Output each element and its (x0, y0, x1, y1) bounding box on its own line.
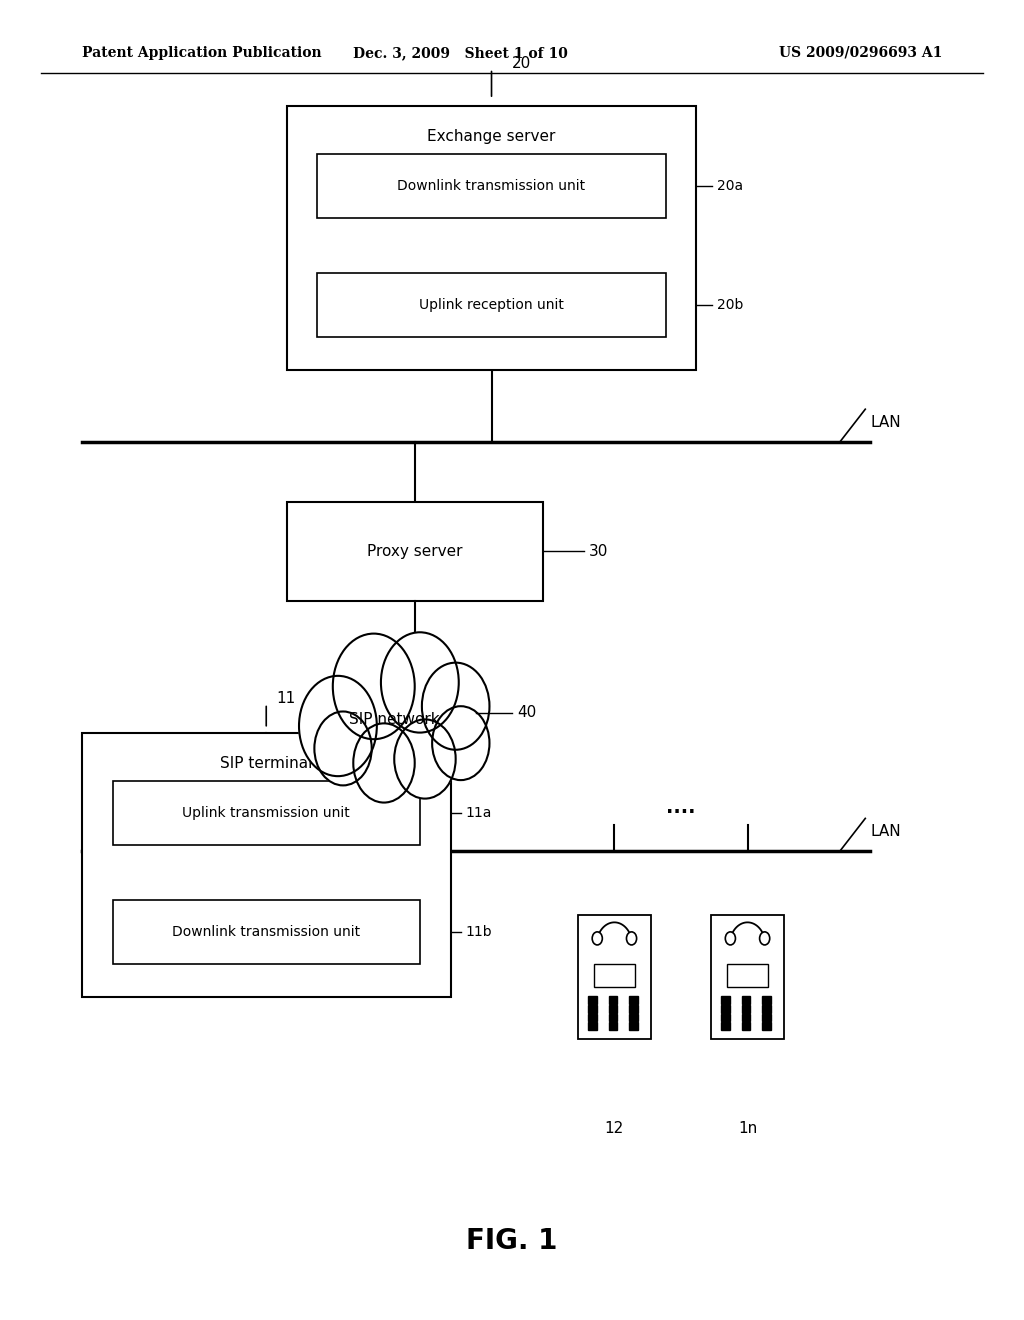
Text: LAN: LAN (870, 414, 901, 430)
Text: 11a: 11a (466, 807, 493, 820)
Circle shape (353, 723, 415, 803)
Bar (578, 915, 651, 1039)
Bar (630, 1005, 638, 1012)
Text: Dec. 3, 2009   Sheet 1 of 10: Dec. 3, 2009 Sheet 1 of 10 (353, 46, 568, 59)
Circle shape (394, 719, 456, 799)
Text: 30: 30 (589, 544, 608, 558)
Bar (609, 1022, 617, 1030)
Bar (82, 733, 451, 997)
Bar (589, 997, 597, 1005)
Bar (763, 1022, 771, 1030)
Bar (742, 1014, 751, 1022)
Circle shape (299, 676, 377, 776)
Bar (722, 1014, 730, 1022)
Circle shape (432, 706, 489, 780)
Bar (589, 1014, 597, 1022)
Text: ....: .... (667, 799, 695, 817)
Text: FIG. 1: FIG. 1 (466, 1226, 558, 1255)
Circle shape (314, 711, 372, 785)
Text: Downlink transmission unit: Downlink transmission unit (172, 925, 360, 939)
Circle shape (760, 932, 770, 945)
Bar (742, 1022, 751, 1030)
Circle shape (725, 932, 735, 945)
Bar (113, 781, 420, 845)
Bar (763, 997, 771, 1005)
Bar (722, 997, 730, 1005)
Bar (711, 915, 784, 1039)
Text: 20: 20 (512, 55, 531, 71)
Text: 11b: 11b (466, 925, 493, 939)
Text: Exchange server: Exchange server (427, 129, 556, 144)
Text: SIP network: SIP network (349, 711, 439, 727)
Bar (589, 1022, 597, 1030)
Text: 20a: 20a (717, 180, 743, 193)
Text: Uplink transmission unit: Uplink transmission unit (182, 807, 350, 820)
Bar (727, 965, 768, 986)
Bar (722, 1005, 730, 1012)
Text: Downlink transmission unit: Downlink transmission unit (397, 180, 586, 193)
Circle shape (627, 932, 637, 945)
Bar (113, 900, 420, 964)
Bar (609, 1014, 617, 1022)
Bar (630, 997, 638, 1005)
Bar (742, 997, 751, 1005)
Bar (287, 502, 543, 601)
Circle shape (381, 632, 459, 733)
Circle shape (592, 932, 602, 945)
Bar (594, 965, 635, 986)
Bar (287, 106, 696, 370)
Bar (742, 1005, 751, 1012)
Text: 20b: 20b (717, 298, 743, 312)
Bar (589, 1005, 597, 1012)
Text: 11: 11 (276, 690, 296, 706)
Text: 1n: 1n (738, 1121, 757, 1137)
Bar (763, 1005, 771, 1012)
Bar (630, 1014, 638, 1022)
Text: US 2009/0296693 A1: US 2009/0296693 A1 (778, 46, 942, 59)
Bar (630, 1022, 638, 1030)
Text: LAN: LAN (870, 824, 901, 840)
Bar (317, 273, 666, 337)
Circle shape (333, 634, 415, 739)
Bar (609, 997, 617, 1005)
Text: Proxy server: Proxy server (367, 544, 463, 558)
Bar (722, 1022, 730, 1030)
Bar (609, 1005, 617, 1012)
Circle shape (422, 663, 489, 750)
Text: Uplink reception unit: Uplink reception unit (419, 298, 564, 312)
Text: Patent Application Publication: Patent Application Publication (82, 46, 322, 59)
Bar (763, 1014, 771, 1022)
Text: 40: 40 (517, 705, 537, 721)
Text: 12: 12 (605, 1121, 624, 1137)
Text: SIP terminal: SIP terminal (220, 756, 312, 771)
Bar (317, 154, 666, 218)
